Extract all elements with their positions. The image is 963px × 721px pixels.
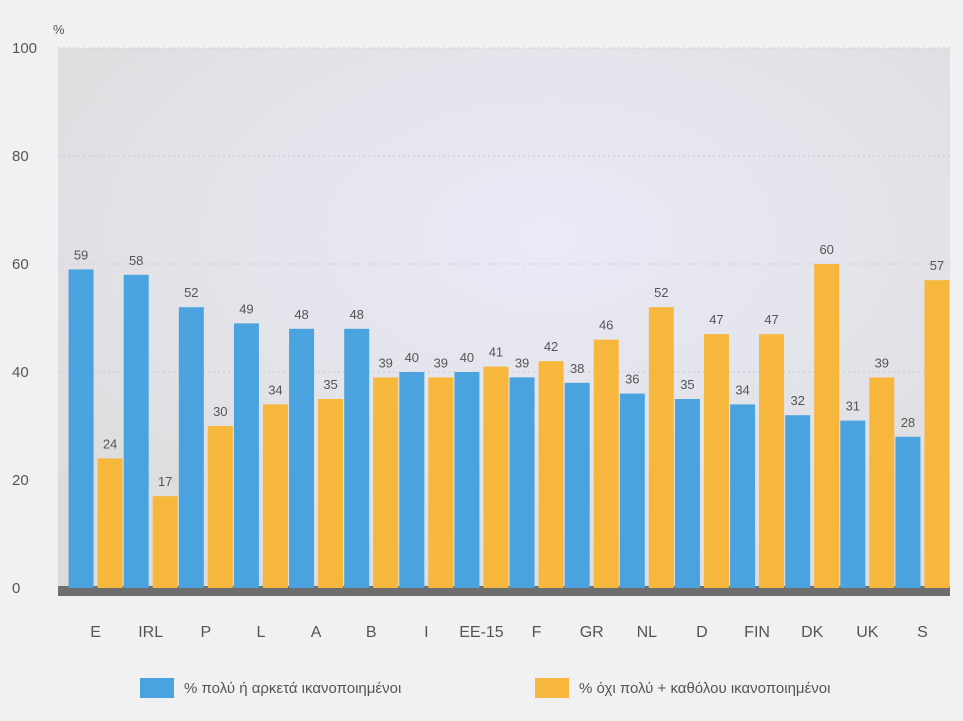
bar-2-I [428,377,454,588]
bar-2-A [318,399,344,588]
value-label: 58 [129,253,143,268]
value-label: 39 [875,355,889,370]
x-tick-label: IRL [138,624,163,641]
value-label: 24 [103,436,117,451]
x-tick-label: NL [637,624,658,641]
baseline [58,586,950,596]
value-label: 52 [184,285,198,300]
x-tick-label: UK [856,624,879,641]
value-label: 46 [599,318,613,333]
bar-1-IRL [123,274,149,588]
bar-2-GR [593,339,619,588]
value-label: 38 [570,361,584,376]
value-label: 40 [460,350,474,365]
x-tick-label: P [200,624,211,641]
bar-1-F [509,377,535,588]
x-tick-label: B [366,624,377,641]
bar-2-FIN [759,334,785,588]
legend-swatch-series-1 [140,678,174,698]
value-label: 57 [930,258,944,273]
value-label: 48 [349,307,363,322]
legend-item-series-1: % πολύ ή αρκετά ικανοποιημένοι [140,678,401,698]
x-tick-label: D [696,624,708,641]
bar-2-EE-15 [483,366,509,588]
value-label: 32 [790,393,804,408]
value-label: 40 [405,350,419,365]
value-label: 59 [74,247,88,262]
bar-2-D [703,334,729,588]
x-tick-label: S [917,624,928,641]
value-label: 34 [735,382,749,397]
bar-2-S [924,280,950,588]
value-label: 52 [654,285,668,300]
legend-item-series-2: % όχι πολύ + καθόλου ικανοποιημένοι [535,678,830,698]
value-label: 35 [680,377,694,392]
y-tick-label: 80 [12,148,29,165]
bar-2-IRL [152,496,178,588]
bar-2-DK [814,264,840,588]
bar-1-L [233,323,259,588]
value-label: 48 [294,307,308,322]
y-unit-label: % [53,22,65,37]
value-label: 35 [323,377,337,392]
legend-label-series-1: % πολύ ή αρκετά ικανοποιημένοι [184,679,402,697]
value-label: 28 [901,415,915,430]
bar-2-UK [869,377,895,588]
bar-1-I [399,372,425,588]
bar-1-UK [840,420,866,588]
value-label: 42 [544,339,558,354]
x-tick-label: DK [801,624,824,641]
bar-1-S [895,436,921,588]
bar-2-E [97,458,123,588]
legend-swatch-series-2 [535,678,569,698]
bar-1-FIN [730,404,756,588]
bar-2-F [538,361,564,588]
value-label: 47 [764,312,778,327]
bar-1-EE-15 [454,372,480,588]
legend: % πολύ ή αρκετά ικανοποιημένοι % όχι πολ… [0,678,963,708]
bar-1-DK [785,415,811,588]
bar-1-B [344,328,370,588]
y-tick-label: 60 [12,256,29,273]
legend-label-series-2: % όχι πολύ + καθόλου ικανοποιημένοι [579,679,831,697]
value-label: 30 [213,404,227,419]
bar-1-A [289,328,315,588]
value-label: 39 [378,355,392,370]
bar-1-NL [619,393,645,588]
y-tick-label: 100 [12,40,37,57]
value-label: 39 [515,355,529,370]
value-label: 60 [819,242,833,257]
value-label: 31 [846,399,860,414]
value-label: 39 [434,355,448,370]
bar-1-D [674,399,700,588]
value-label: 36 [625,372,639,387]
x-tick-label: FIN [744,624,770,641]
bar-chart-plot: 0 20 40 60 80 100% 59 24 E 58 17 IRL 52 30 P 49 34 L 48 35 A… [12,22,950,641]
y-tick-label: 40 [12,364,29,381]
value-label: 49 [239,301,253,316]
value-label: 47 [709,312,723,327]
bar-1-P [178,307,204,588]
bar-2-L [262,404,288,588]
y-tick-label: 20 [12,472,29,489]
bar-1-E [68,269,94,588]
bar-2-NL [648,307,674,588]
x-tick-label: GR [580,624,604,641]
x-tick-label: E [90,624,101,641]
x-tick-label: A [311,624,322,641]
bar-2-P [207,426,233,588]
x-tick-label: I [424,624,428,641]
bar-1-GR [564,382,590,588]
y-tick-label: 0 [12,580,20,597]
value-label: 41 [489,345,503,360]
value-label: 34 [268,382,282,397]
x-tick-label: F [532,624,542,641]
x-tick-label: EE-15 [459,624,504,641]
bar-2-B [373,377,399,588]
value-label: 17 [158,474,172,489]
x-tick-label: L [256,624,265,641]
